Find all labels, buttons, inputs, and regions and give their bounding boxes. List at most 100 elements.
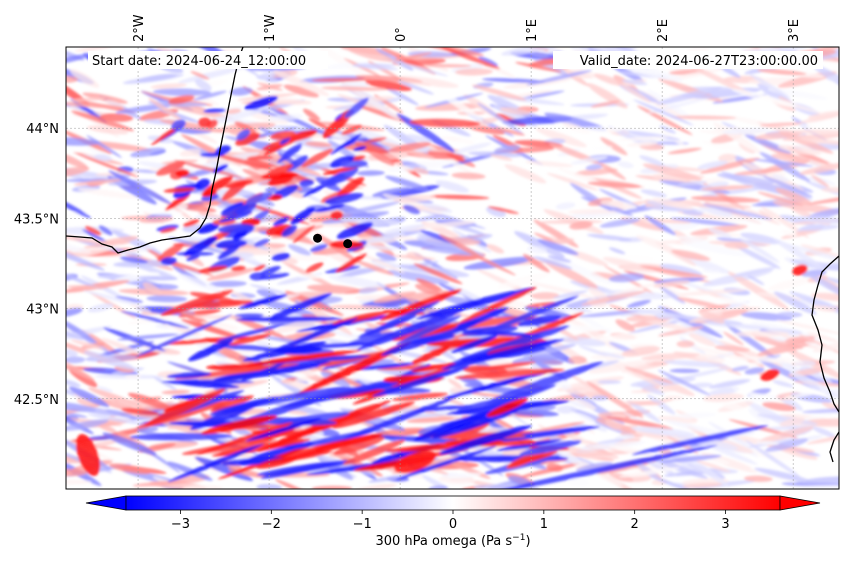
field-cell [285, 430, 375, 450]
field-cell [745, 439, 801, 478]
field-cell [196, 422, 293, 455]
field-cell [618, 467, 681, 478]
field-cell [330, 133, 362, 155]
field-cell [578, 345, 608, 357]
field-cell [657, 416, 697, 424]
field-cell [527, 245, 548, 254]
field-cell [391, 392, 449, 402]
field-cell [142, 282, 163, 296]
field-cell [607, 279, 675, 296]
field-cell [270, 317, 358, 353]
field-cell [442, 369, 556, 399]
field-cell [384, 175, 428, 191]
field-cell [800, 244, 839, 259]
field-cell [701, 188, 761, 197]
field-cell [526, 70, 592, 86]
field-cell [108, 170, 172, 205]
field-cell [409, 118, 481, 128]
field-cell [514, 231, 565, 258]
field-cell [569, 47, 590, 53]
field-cell [229, 333, 272, 346]
field-cell [201, 189, 218, 197]
colorbar-extend-high [779, 495, 821, 511]
field-cell [66, 166, 90, 178]
field-cell [325, 167, 359, 187]
field-cell [620, 308, 666, 317]
field-cell [336, 222, 374, 240]
field-cell [395, 445, 497, 480]
field-cell [754, 467, 813, 483]
field-cell [84, 226, 102, 236]
field-cell [757, 191, 805, 206]
field-cell [717, 173, 774, 185]
field-cell [366, 137, 387, 143]
field-cell [758, 210, 774, 220]
field-cell [600, 137, 628, 156]
field-cell [738, 142, 756, 154]
field-cell [702, 393, 745, 402]
field-cell [352, 146, 367, 152]
field-cell [486, 244, 505, 254]
field-cell [697, 160, 728, 170]
field-cell [639, 155, 665, 167]
field-cell [137, 426, 159, 433]
field-cell [70, 69, 100, 88]
field-cell [718, 153, 737, 163]
field-cell [232, 229, 248, 241]
field-cell [308, 118, 332, 132]
field-cell [195, 178, 210, 190]
field-cell [533, 256, 573, 270]
field-cell [117, 333, 181, 341]
field-cell [373, 291, 417, 304]
field-cell [314, 204, 345, 213]
field-cell [546, 463, 563, 472]
field-cell [463, 256, 535, 270]
field-cell [77, 187, 137, 199]
field-cell [687, 64, 753, 96]
field-cell [178, 66, 245, 84]
field-cell [190, 71, 210, 80]
lat-tick-label: 42.5°N [14, 393, 59, 408]
field-cell [354, 260, 394, 276]
field-cell [788, 129, 839, 135]
field-cell [637, 317, 695, 332]
field-cell [643, 459, 679, 477]
field-cell [504, 164, 547, 184]
field-cell [627, 400, 662, 423]
field-cell [343, 439, 406, 465]
field-cell [659, 263, 703, 277]
field-cell [777, 145, 822, 155]
field-cell [531, 292, 560, 300]
field-cell [759, 122, 802, 127]
field-cell [731, 88, 797, 108]
header: Start date: 2024-06-24_12:00:00 Valid_da… [88, 51, 823, 69]
field-cell [97, 386, 113, 393]
field-cell [691, 382, 713, 388]
field-cell [659, 125, 676, 134]
field-cell [632, 459, 661, 480]
field-cell [356, 307, 466, 351]
field-cell [812, 305, 837, 312]
field-cell [344, 97, 369, 119]
field-cell [322, 115, 349, 139]
field-cell [281, 382, 399, 408]
field-cell [195, 79, 212, 91]
field-cell [751, 333, 798, 353]
field-cell [757, 68, 807, 76]
field-cell [153, 88, 212, 96]
field-cell [215, 154, 273, 170]
field-cell [593, 73, 625, 87]
field-cell [175, 169, 190, 177]
field-cell [447, 378, 463, 389]
field-cell [288, 244, 311, 256]
field-cell [553, 290, 588, 299]
field-cell [667, 147, 702, 155]
field-cell [535, 127, 587, 148]
field-cell [702, 268, 722, 273]
field-cell [599, 332, 646, 342]
field-cell [219, 344, 277, 351]
field-cell [435, 180, 470, 193]
field-cell [485, 361, 604, 404]
field-cell [259, 273, 290, 280]
field-cell [781, 229, 797, 237]
